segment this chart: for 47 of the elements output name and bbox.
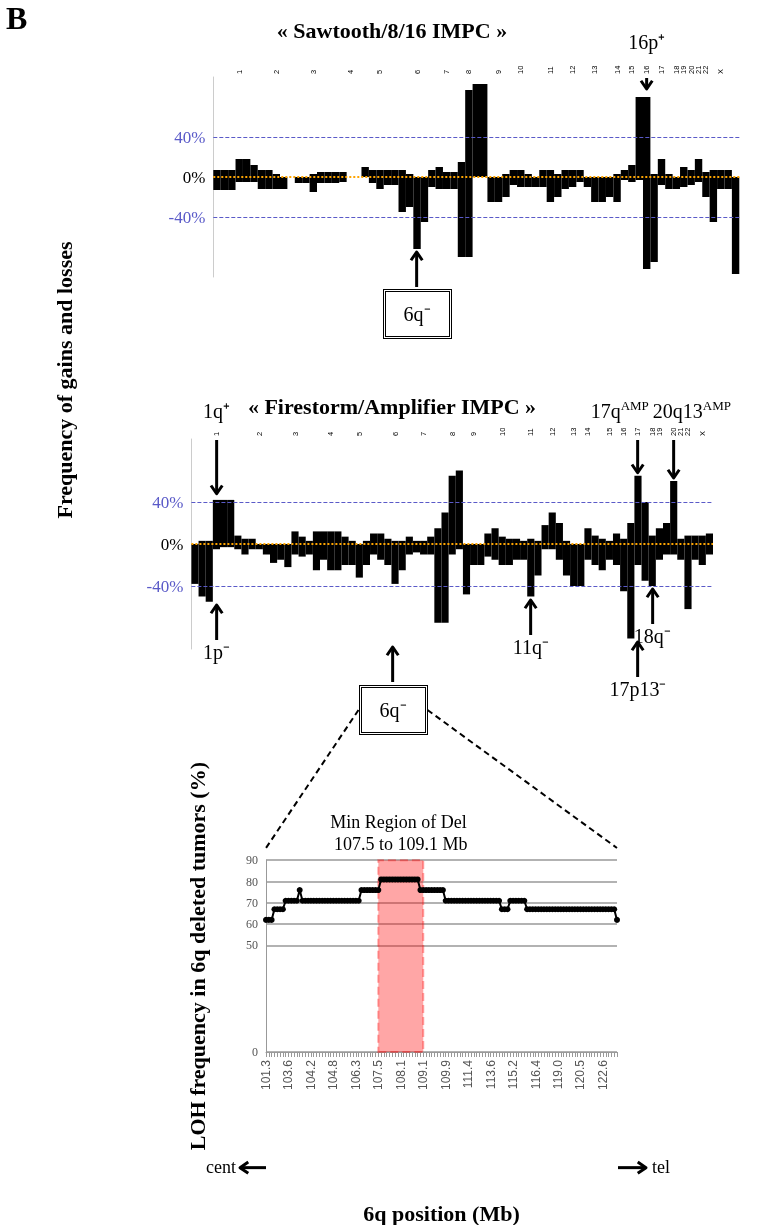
y-tick-label: 0 bbox=[252, 1045, 258, 1059]
x-tick-label: 104.8 bbox=[326, 1059, 341, 1091]
x-tick-label: 113.6 bbox=[483, 1059, 498, 1090]
y-tick-label: 60 bbox=[246, 917, 258, 932]
y-tick-label: 70 bbox=[246, 895, 258, 910]
y-tick-label: 90 bbox=[246, 853, 258, 868]
x-tick-label: 111.4 bbox=[461, 1059, 476, 1089]
x-tick-label: 109.1 bbox=[416, 1059, 431, 1091]
x-tick-label: 109.9 bbox=[438, 1059, 453, 1091]
x-tick-label: 120.5 bbox=[573, 1059, 588, 1091]
x-tick-label: 104.2 bbox=[303, 1059, 318, 1091]
annotation: 17p13⁻ bbox=[609, 677, 667, 700]
text: cent bbox=[206, 1157, 236, 1177]
annotation: 16p⁺ bbox=[628, 31, 666, 53]
y-tick-label: 40% bbox=[174, 127, 206, 147]
y-axis-title: Frequency of gains and losses bbox=[52, 241, 78, 519]
text: B bbox=[6, 0, 28, 36]
x-tick-label: 101.3 bbox=[259, 1059, 273, 1091]
annotation: 20q13$^{AMP}$ bbox=[652, 398, 732, 422]
x-tick-label: 122.6 bbox=[595, 1059, 610, 1091]
chart-title: « Sawtooth/8/16 IMPC » bbox=[276, 17, 508, 43]
boxed-label: 6q⁻ bbox=[382, 289, 452, 339]
x-tick-label: 103.6 bbox=[281, 1059, 296, 1091]
annotation: 11q⁻ bbox=[512, 635, 549, 658]
annotation: 17q$^{AMP}$ bbox=[590, 398, 649, 422]
x-tick-label: 119.0 bbox=[551, 1059, 566, 1090]
x-tick-label: 116.4 bbox=[528, 1059, 543, 1090]
x-tick-label: 107.5 bbox=[371, 1059, 386, 1091]
x-tick-label: 106.3 bbox=[348, 1059, 363, 1091]
y-tick-label: -40% bbox=[168, 207, 206, 227]
y-tick-label: 0% bbox=[160, 534, 184, 554]
y-tick-label: -40% bbox=[146, 576, 184, 596]
band-label: Min Region of Del 107.5 to 109.1 Mb bbox=[330, 812, 472, 855]
x-tick-label: 115.2 bbox=[506, 1059, 521, 1090]
y-tick-label: 50 bbox=[246, 938, 258, 953]
annotation: 18q⁻ bbox=[633, 625, 671, 647]
y-tick-label: 0% bbox=[182, 167, 206, 187]
chart-title: « Firestorm/Amplifier IMPC » bbox=[247, 393, 537, 419]
y-axis-title: LOH frequency in 6q deleted tumors (%) bbox=[184, 762, 210, 1151]
y-tick-label: 80 bbox=[246, 874, 258, 889]
text: tel bbox=[652, 1157, 670, 1177]
x-tick-label: 108.1 bbox=[393, 1059, 408, 1091]
annotation: 1p⁻ bbox=[202, 640, 230, 663]
boxed-label: 6q⁻ bbox=[358, 685, 428, 735]
x-axis-title: 6q position (Mb) bbox=[363, 1200, 520, 1225]
annotation: 1q⁺ bbox=[202, 400, 230, 422]
y-tick-label: 40% bbox=[152, 492, 184, 512]
